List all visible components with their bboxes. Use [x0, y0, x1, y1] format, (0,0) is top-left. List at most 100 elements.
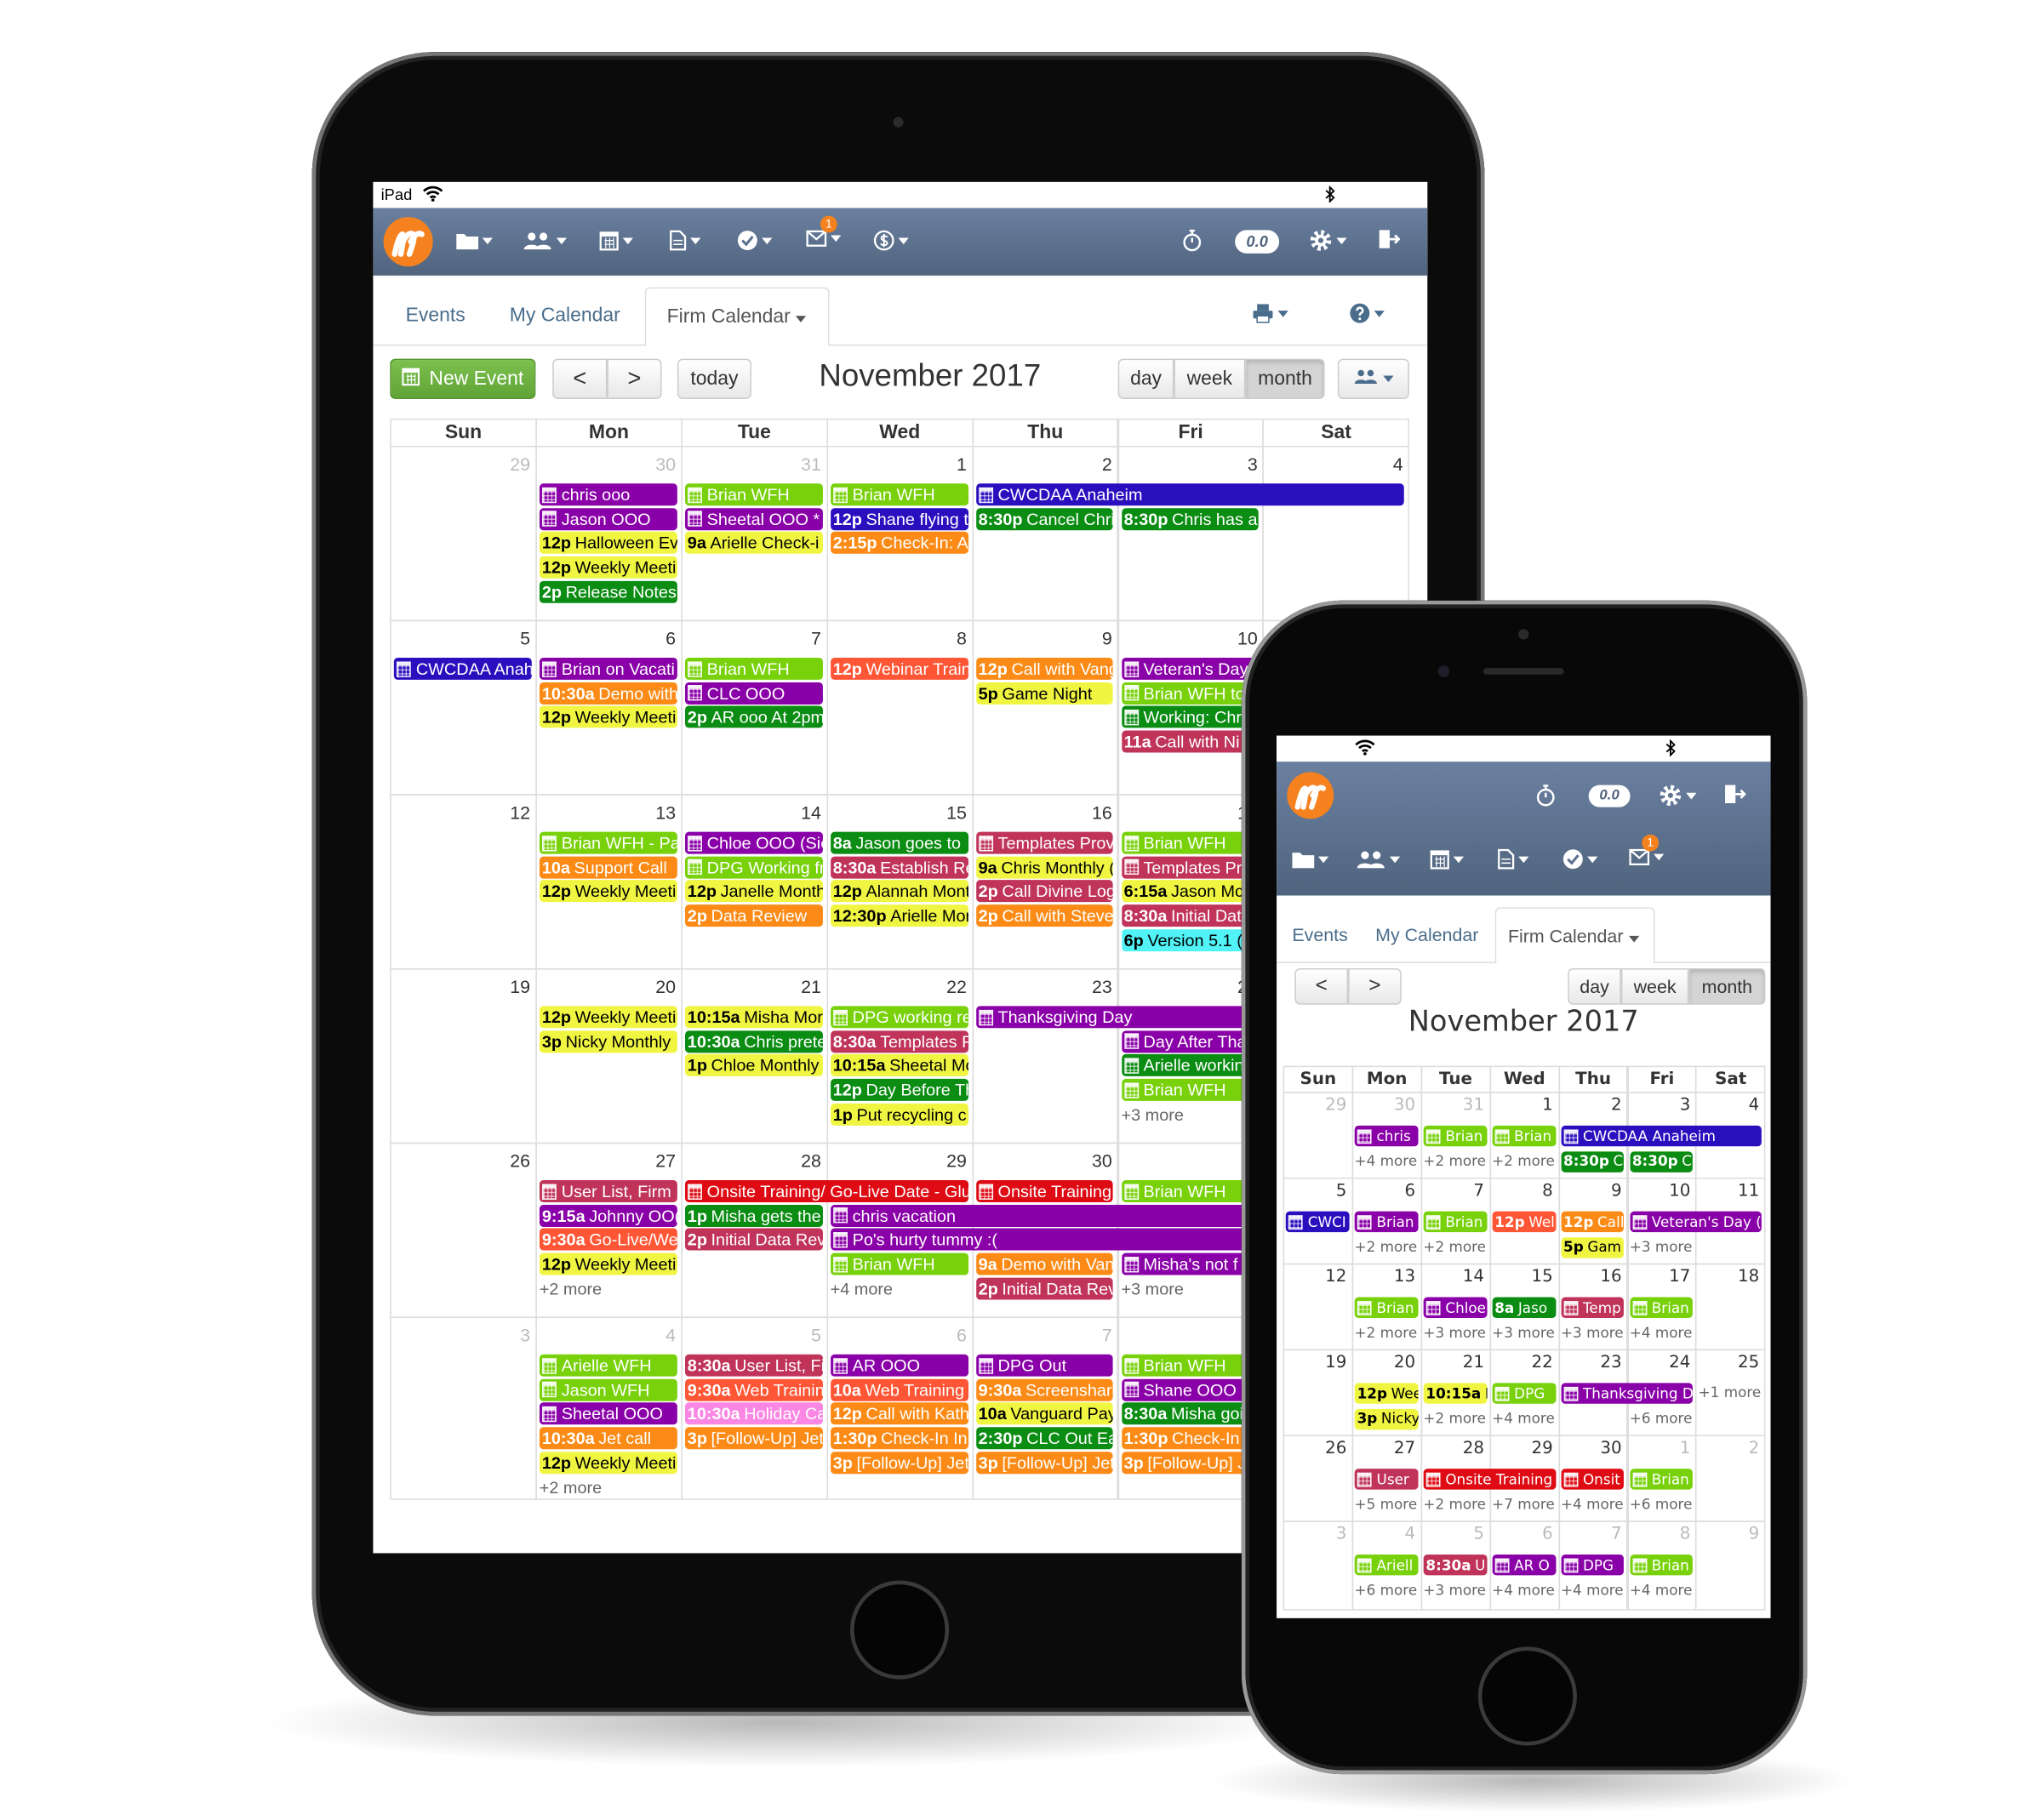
more-link[interactable]: +6 more [1629, 1410, 1693, 1427]
calendar-event[interactable]: Brian WFH - Pa [539, 831, 677, 854]
calendar-event[interactable]: CWCI [1285, 1211, 1350, 1233]
calendar-event[interactable]: 2p Initial Data Rev [684, 1229, 823, 1252]
calendar-event[interactable]: 12p Shane flying t [830, 507, 968, 530]
calendar-event[interactable]: Brian WFH [1121, 1079, 1260, 1101]
document-icon[interactable] [1498, 848, 1529, 870]
timer-value[interactable]: 0.0 [1588, 784, 1631, 807]
calendar-event[interactable]: 8:30a User List, Fi [684, 1354, 823, 1377]
calendar-event[interactable]: Sheetal OOO [539, 1402, 677, 1425]
more-link[interactable]: +2 more [1492, 1152, 1555, 1170]
calendar-event[interactable]: 12p Weekly Meeti [539, 880, 677, 903]
calendar-event[interactable]: Brian WFH [830, 1252, 968, 1275]
view-week-button[interactable]: week [1174, 358, 1246, 399]
calendar-event[interactable]: 3p Nicky Monthly [539, 1030, 677, 1053]
calendar-event[interactable]: Chloe [1423, 1297, 1488, 1318]
calendar-event[interactable]: 9a Demo with Van [975, 1252, 1114, 1275]
calendar-event[interactable]: 8:30p Cancel Chri [975, 507, 1114, 530]
calendar-event[interactable]: Jason WFH [539, 1378, 677, 1401]
calendar-event[interactable]: 2:15p Check-In: A [830, 532, 968, 555]
calendar-event[interactable]: 5p Gam [1560, 1236, 1625, 1258]
day-cell[interactable]: 19 [1282, 1349, 1354, 1436]
view-day-button[interactable]: day [1117, 358, 1174, 399]
day-cell[interactable]: 5 [390, 619, 537, 796]
calendar-icon[interactable] [1430, 848, 1465, 870]
calendar-event[interactable]: Veteran's Day [1121, 657, 1260, 680]
calendar-event[interactable]: 3p [Follow-Up] Jet [830, 1451, 968, 1474]
more-link[interactable]: +2 more [1423, 1152, 1487, 1170]
calendar-event[interactable]: DPG [1560, 1554, 1625, 1576]
calendar-event[interactable]: 10:30a Demo with [539, 682, 677, 705]
stopwatch-icon[interactable] [1535, 784, 1556, 807]
calendar-event[interactable]: Ariell [1354, 1554, 1419, 1576]
more-link[interactable]: +4 more [1560, 1581, 1624, 1599]
tab-firm-calendar[interactable]: Firm Calendar [644, 287, 830, 346]
calendar-event[interactable]: AR OOO [830, 1354, 968, 1377]
more-link[interactable]: +3 more [1629, 1238, 1693, 1256]
calendar-event[interactable]: 8a Jason goes to [830, 831, 968, 854]
folder-icon[interactable] [1292, 850, 1329, 869]
calendar-event[interactable]: Shane OOO [1121, 1378, 1260, 1401]
calendar-event[interactable]: 9a Arielle Check-i [684, 532, 823, 555]
calendar-event[interactable]: 10a Vanguard Pay [975, 1402, 1114, 1425]
calendar-icon[interactable] [599, 230, 633, 251]
more-link[interactable]: +2 more [1423, 1238, 1487, 1256]
calendar-event[interactable]: Arielle WFH [539, 1354, 677, 1377]
calendar-event[interactable]: Brian [1423, 1125, 1488, 1147]
tab-my-calendar[interactable]: My Calendar [509, 304, 620, 327]
calendar-event[interactable]: 12p Wel [1492, 1211, 1556, 1233]
calendar-event[interactable]: 12p Weekly Meeti [539, 556, 677, 579]
more-link[interactable]: +6 more [1354, 1581, 1418, 1599]
calendar-event[interactable]: 8:30a Misha goi [1121, 1402, 1260, 1425]
more-link[interactable]: +5 more [1354, 1495, 1418, 1513]
day-cell[interactable]: 2 [971, 445, 1119, 622]
calendar-event[interactable]: 10:15a Sheetal Mc [830, 1054, 968, 1077]
people-icon[interactable] [523, 231, 568, 250]
calendar-event[interactable]: DPG Out [975, 1354, 1114, 1377]
day-cell[interactable]: 12 [1282, 1263, 1354, 1351]
calendar-event[interactable]: Onsite Training [975, 1180, 1114, 1202]
app-logo[interactable] [383, 217, 433, 267]
print-icon[interactable] [1252, 303, 1288, 323]
more-link[interactable]: +7 more [1492, 1495, 1555, 1513]
calendar-event[interactable]: Thanksgiving D [1560, 1383, 1694, 1404]
calendar-event[interactable]: 8:30a Templates F [830, 1030, 968, 1053]
view-month-button[interactable]: month [1688, 968, 1766, 1005]
day-cell[interactable]: 18 [1695, 1263, 1766, 1351]
calendar-event[interactable]: 2p Release Notes [539, 580, 677, 603]
day-cell[interactable]: 26 [1282, 1435, 1354, 1522]
calendar-event[interactable]: 11a Call with Ni [1121, 730, 1260, 753]
calendar-event[interactable]: Brian WFH [830, 483, 968, 506]
day-cell[interactable]: 12 [390, 794, 537, 970]
calendar-event[interactable]: Sheetal OOO * [684, 507, 823, 530]
tab-events[interactable]: Events [405, 304, 466, 327]
day-cell[interactable]: 23 [971, 968, 1119, 1144]
calendar-event[interactable]: 12:30p Arielle Mor [830, 904, 968, 927]
calendar-event[interactable]: chris [1354, 1125, 1419, 1147]
calendar-event[interactable]: Thanksgiving Day [975, 1006, 1260, 1029]
calendar-event[interactable]: Misha's not f [1121, 1252, 1260, 1275]
more-link[interactable]: +3 more [1423, 1581, 1487, 1599]
calendar-event[interactable]: 1p Put recycling c [830, 1103, 968, 1126]
calendar-event[interactable]: 12p Janelle Month [684, 880, 823, 903]
next-button[interactable]: > [1348, 968, 1402, 1005]
more-link[interactable]: +3 more [1492, 1324, 1555, 1342]
view-week-button[interactable]: week [1620, 968, 1689, 1005]
more-link[interactable]: +6 more [1629, 1495, 1693, 1513]
folder-icon[interactable] [456, 231, 493, 250]
calendar-event[interactable]: 10:15a Misha Mor [684, 1006, 823, 1029]
calendar-event[interactable]: 9:30a Screenshare [975, 1378, 1114, 1401]
calendar-event[interactable]: 12p Webinar Train [830, 657, 968, 680]
calendar-event[interactable]: chris ooo [539, 483, 677, 506]
calendar-event[interactable]: 3p [Follow-Up] Jet [975, 1451, 1114, 1474]
more-link[interactable]: +4 more [1629, 1324, 1693, 1342]
calendar-event[interactable]: Brian [1629, 1554, 1694, 1576]
calendar-event[interactable]: 10:30a Holiday Ca [684, 1402, 823, 1425]
calendar-event[interactable]: Brian [1354, 1297, 1419, 1318]
more-link[interactable]: +4 more [1560, 1495, 1624, 1513]
calendar-event[interactable]: Arielle workin [1121, 1054, 1260, 1077]
calendar-event[interactable]: 1:30p Check-In In [830, 1427, 968, 1450]
calendar-event[interactable]: Templates Prov [975, 831, 1114, 854]
calendar-event[interactable]: Brian [1354, 1211, 1419, 1233]
mail-icon[interactable] [1629, 848, 1665, 865]
logout-icon[interactable] [1378, 229, 1401, 249]
